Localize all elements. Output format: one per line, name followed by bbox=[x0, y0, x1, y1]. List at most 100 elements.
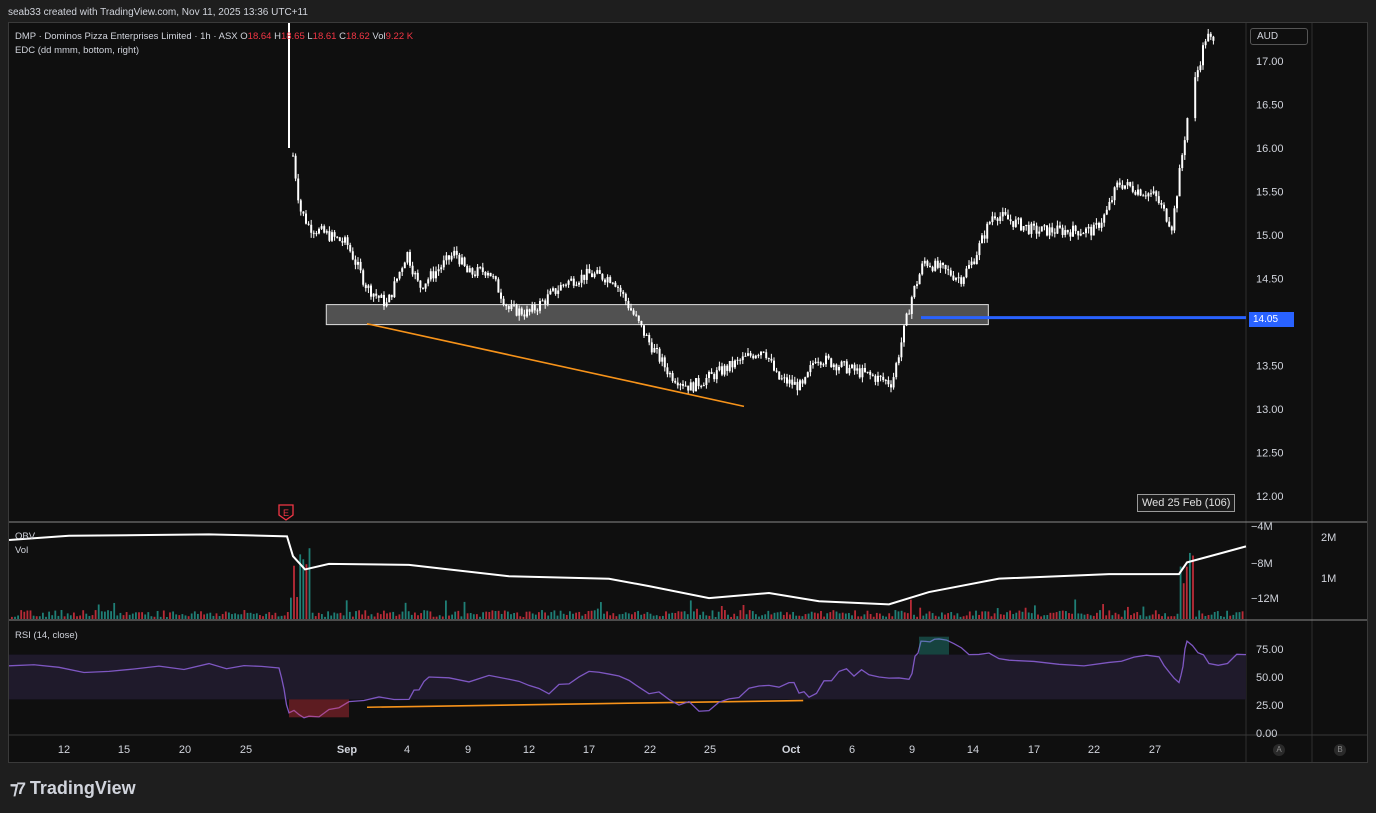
volume-bar-123 bbox=[392, 611, 395, 619]
volume-bar-357 bbox=[1117, 614, 1120, 619]
volume-bar-158 bbox=[500, 613, 503, 619]
volume-bar-126 bbox=[401, 611, 404, 619]
volume-bar-197 bbox=[621, 613, 624, 619]
candle-body-241 bbox=[918, 274, 921, 285]
candle-body-317 bbox=[1116, 182, 1119, 188]
rsi-tick-0: 75.00 bbox=[1256, 644, 1284, 656]
candle-body-111 bbox=[580, 274, 583, 283]
chart-frame[interactable]: 17.00 16.50 16.00 15.50 15.00 14.50 13.50 13.00… bbox=[8, 22, 1368, 763]
candle-body-303 bbox=[1079, 233, 1082, 236]
volume-bar-328 bbox=[1027, 612, 1030, 619]
chart-canvas[interactable]: 17.00 16.50 16.00 15.50 15.00 14.50 13.50 13.00… bbox=[9, 23, 1367, 762]
volume-bar-321 bbox=[1006, 612, 1008, 619]
time-tick-5: 4 bbox=[404, 744, 410, 756]
candle-body-320 bbox=[1124, 185, 1126, 189]
rsi-legend[interactable]: RSI (14, close) bbox=[15, 630, 78, 641]
volume-bar-70 bbox=[228, 612, 230, 619]
earnings-marker[interactable]: E bbox=[278, 504, 294, 521]
candle-body-131 bbox=[632, 310, 635, 315]
candle-body-35 bbox=[383, 294, 385, 307]
candle-body-300 bbox=[1072, 225, 1074, 237]
candle-body-312 bbox=[1103, 214, 1106, 223]
candle-body-99 bbox=[549, 290, 552, 295]
volume-bar-295 bbox=[925, 613, 928, 619]
candle-body-201 bbox=[814, 361, 817, 364]
candle-body-135 bbox=[643, 325, 645, 336]
volume-bar-242 bbox=[761, 615, 763, 619]
time-tick-7: 12 bbox=[523, 744, 535, 756]
candle-body-128 bbox=[624, 293, 627, 302]
candle-body-60 bbox=[448, 255, 450, 260]
volume-bar-138 bbox=[438, 615, 441, 619]
volume-bar-104 bbox=[333, 612, 336, 619]
volume-bar-106 bbox=[339, 612, 342, 619]
candle-body-172 bbox=[739, 359, 742, 361]
volume-bar-146 bbox=[463, 601, 466, 619]
volume-bar-20 bbox=[73, 612, 75, 619]
candles[interactable] bbox=[288, 23, 1215, 396]
tradingview-logo[interactable]: ⁊7 TradingView bbox=[10, 778, 136, 799]
candle-body-81 bbox=[502, 298, 505, 305]
volume-bar-189 bbox=[596, 608, 599, 619]
candle-body-189 bbox=[783, 377, 786, 379]
price-trendline[interactable] bbox=[366, 322, 745, 408]
candle-body-119 bbox=[601, 273, 604, 280]
candle-body-72 bbox=[479, 267, 482, 269]
auto-scale-button[interactable]: A bbox=[1273, 744, 1285, 756]
candle-body-271 bbox=[996, 218, 999, 221]
support-zone[interactable] bbox=[325, 304, 989, 326]
vol-legend[interactable]: Vol bbox=[15, 545, 29, 556]
volume-bar-81 bbox=[262, 616, 264, 619]
volume-bar-98 bbox=[314, 616, 317, 619]
volume-bar-113 bbox=[361, 614, 364, 619]
volume-bar-326 bbox=[1021, 611, 1024, 619]
candle-body-288 bbox=[1040, 226, 1043, 232]
volume-bar-396 bbox=[1238, 612, 1241, 619]
volume-bar-294 bbox=[922, 615, 925, 619]
candle-body-316 bbox=[1113, 187, 1116, 201]
volume-bar-254 bbox=[798, 615, 801, 619]
candle-body-7 bbox=[310, 224, 313, 233]
volume-bar-305 bbox=[956, 613, 959, 619]
volume-bar-44 bbox=[147, 612, 150, 619]
obv-legend[interactable]: OBV bbox=[15, 531, 36, 542]
obv-line[interactable] bbox=[9, 533, 1247, 606]
candle-body-31 bbox=[372, 293, 375, 297]
candle-body-161 bbox=[710, 371, 713, 375]
candle-body-279 bbox=[1017, 218, 1020, 220]
volume-bar-297 bbox=[931, 613, 934, 619]
volume-bar-238 bbox=[748, 610, 751, 619]
scale-b-button[interactable]: B bbox=[1334, 744, 1346, 756]
candle-body-150 bbox=[682, 384, 684, 386]
volume-bar-87 bbox=[280, 615, 283, 619]
rsi-line[interactable] bbox=[9, 638, 1247, 719]
indicator-legend[interactable]: EDC (dd mmm, bottom, right) bbox=[15, 45, 140, 56]
candle-body-222 bbox=[869, 371, 872, 375]
volume-bar-83 bbox=[268, 612, 271, 619]
volume-bar-35 bbox=[119, 612, 122, 619]
candle-body-21 bbox=[346, 237, 349, 246]
volume-bar-112 bbox=[358, 610, 360, 619]
volume-bar-322 bbox=[1009, 610, 1011, 619]
candle-body-140 bbox=[656, 348, 658, 350]
volume-bar-312 bbox=[978, 614, 980, 619]
volume-bar-127 bbox=[404, 602, 407, 619]
volume-bar-2 bbox=[17, 615, 19, 619]
candle-body-200 bbox=[812, 363, 814, 366]
volume-bar-244 bbox=[767, 610, 770, 619]
price-tick-7: 13.00 bbox=[1256, 404, 1284, 416]
volume-bar-313 bbox=[981, 611, 984, 619]
candle-body-252 bbox=[947, 269, 950, 271]
volume-bar-90 bbox=[290, 597, 292, 619]
volume-bar-247 bbox=[776, 612, 779, 619]
candle-body-338 bbox=[1170, 226, 1173, 231]
currency-selector[interactable]: AUD bbox=[1250, 28, 1308, 45]
candle-body-267 bbox=[986, 223, 989, 239]
volume-bar-349 bbox=[1092, 615, 1095, 619]
volume-bar-107 bbox=[342, 615, 345, 619]
volume-bar-39 bbox=[131, 613, 134, 619]
candle-body-182 bbox=[765, 352, 768, 358]
volume-bar-43 bbox=[144, 614, 147, 619]
rsi-trendline[interactable] bbox=[366, 699, 804, 709]
volume-bar-232 bbox=[730, 616, 732, 619]
